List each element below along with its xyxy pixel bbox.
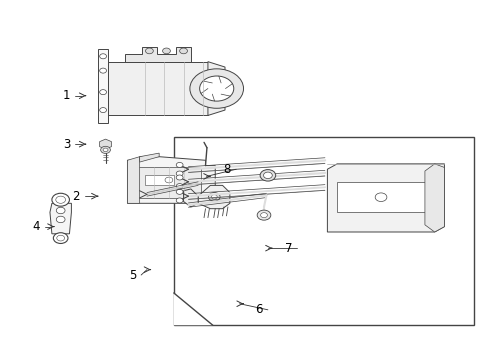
Polygon shape (327, 164, 444, 232)
Circle shape (100, 54, 106, 59)
Circle shape (145, 48, 153, 54)
Bar (144, 175, 173, 185)
Circle shape (199, 76, 233, 101)
Circle shape (101, 146, 110, 153)
Text: 5: 5 (128, 269, 136, 282)
Polygon shape (183, 189, 198, 207)
Polygon shape (135, 167, 200, 198)
Polygon shape (50, 203, 71, 234)
Polygon shape (140, 153, 159, 162)
Text: 7: 7 (284, 242, 291, 255)
Polygon shape (198, 185, 229, 209)
Circle shape (162, 48, 170, 54)
Circle shape (103, 148, 108, 152)
Circle shape (179, 48, 187, 54)
Polygon shape (125, 47, 190, 62)
Polygon shape (424, 164, 444, 232)
Circle shape (176, 189, 183, 194)
Bar (173, 137, 473, 325)
Circle shape (56, 207, 65, 214)
Polygon shape (127, 157, 215, 203)
Circle shape (53, 233, 68, 243)
Circle shape (176, 184, 183, 189)
Polygon shape (108, 62, 207, 116)
Polygon shape (98, 49, 108, 123)
Circle shape (57, 235, 64, 241)
Circle shape (211, 195, 217, 199)
Text: 4: 4 (32, 220, 40, 233)
Text: 1: 1 (62, 89, 70, 102)
Circle shape (260, 170, 275, 181)
Circle shape (189, 69, 243, 108)
Circle shape (263, 172, 272, 179)
Text: 2: 2 (72, 190, 80, 203)
Text: 6: 6 (255, 303, 263, 316)
Circle shape (164, 177, 172, 183)
Circle shape (176, 162, 183, 167)
Circle shape (52, 193, 69, 206)
Polygon shape (207, 62, 224, 116)
Polygon shape (100, 139, 111, 149)
Circle shape (56, 196, 65, 203)
Circle shape (176, 198, 183, 203)
Circle shape (260, 213, 267, 218)
Circle shape (257, 210, 270, 220)
Text: 8: 8 (224, 163, 231, 176)
Circle shape (208, 193, 220, 201)
Text: 3: 3 (62, 138, 70, 150)
Bar (336, 182, 424, 212)
Circle shape (100, 90, 106, 95)
Polygon shape (173, 293, 212, 325)
Circle shape (374, 193, 386, 202)
Circle shape (176, 175, 183, 180)
Circle shape (100, 108, 106, 113)
Polygon shape (127, 157, 140, 203)
Circle shape (176, 171, 183, 176)
Circle shape (100, 68, 106, 73)
Circle shape (56, 216, 65, 223)
